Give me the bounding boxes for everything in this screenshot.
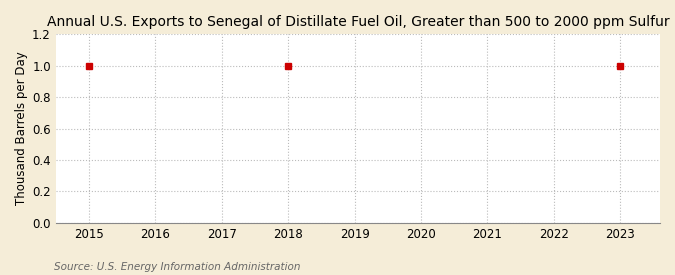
Title: Annual U.S. Exports to Senegal of Distillate Fuel Oil, Greater than 500 to 2000 : Annual U.S. Exports to Senegal of Distil…	[47, 15, 669, 29]
Text: Source: U.S. Energy Information Administration: Source: U.S. Energy Information Administ…	[54, 262, 300, 272]
Y-axis label: Thousand Barrels per Day: Thousand Barrels per Day	[15, 52, 28, 205]
